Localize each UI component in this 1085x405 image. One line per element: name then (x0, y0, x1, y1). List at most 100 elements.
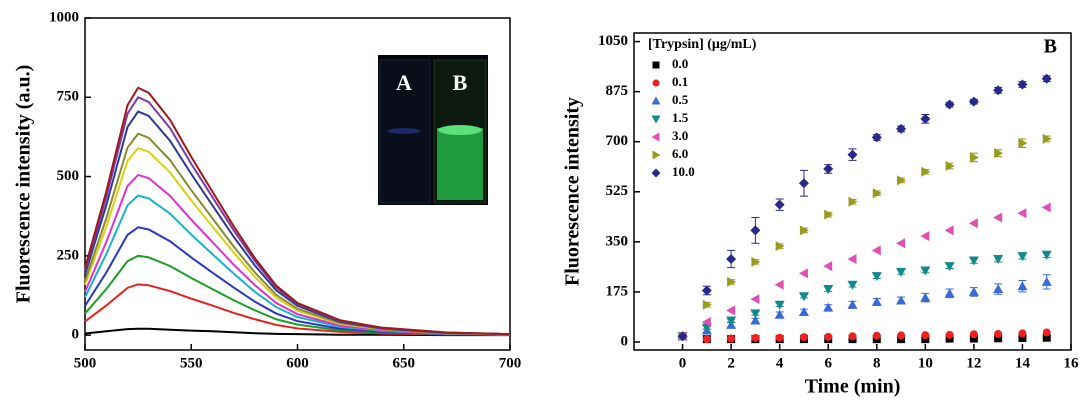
legend-label: 0.5 (672, 92, 689, 107)
marker (775, 333, 784, 342)
marker (726, 254, 737, 265)
marker (921, 331, 930, 340)
x-tick-label: 0 (679, 355, 687, 371)
y-tick-label: 1050 (598, 33, 628, 49)
marker (750, 294, 760, 305)
legend-label: 3.0 (672, 128, 688, 143)
marker (824, 332, 833, 341)
panel-label: B (1044, 36, 1057, 58)
legend-label: 0.1 (672, 74, 688, 89)
marker (751, 256, 761, 267)
x-tick-label: 550 (180, 355, 203, 371)
inset-photo: A B (378, 55, 488, 205)
x-tick-label: 14 (1015, 355, 1031, 371)
marker (993, 255, 1004, 265)
legend-label: 1.5 (672, 110, 689, 125)
legend-title: [Trypsin] (μg/mL) (648, 37, 757, 52)
legend-label: 10.0 (672, 164, 695, 179)
marker (847, 299, 858, 309)
x-tick-label: 650 (393, 355, 416, 371)
y-tick-label: 175 (606, 283, 629, 299)
marker (994, 334, 1003, 343)
marker (1018, 138, 1028, 149)
marker (871, 245, 881, 256)
marker (968, 96, 979, 107)
y-tick-label: 0 (72, 327, 80, 343)
marker (945, 161, 955, 172)
y-tick-label: 0 (621, 333, 629, 349)
marker (701, 316, 711, 327)
marker (1018, 329, 1027, 338)
marker (920, 231, 930, 242)
marker (798, 268, 808, 279)
x-tick-label: 10 (918, 355, 933, 371)
marker (798, 292, 809, 302)
marker (993, 85, 1004, 96)
y-tick-label: 875 (606, 83, 629, 99)
marker (896, 295, 907, 305)
marker (993, 284, 1004, 294)
marker (871, 296, 882, 306)
spectrum-line (84, 173, 511, 336)
marker (702, 299, 712, 310)
marker (1018, 333, 1027, 342)
marker (969, 334, 978, 343)
marker (944, 288, 955, 298)
marker (896, 123, 907, 134)
y-axis-label: Fluorescence intensity (562, 97, 584, 286)
x-tick-label: 4 (776, 355, 784, 371)
x-tick-label: 700 (499, 355, 522, 371)
marker (1042, 133, 1052, 144)
marker (920, 113, 931, 124)
marker (920, 292, 931, 302)
marker (651, 168, 661, 178)
marker (727, 334, 736, 343)
marker (896, 267, 907, 277)
marker (993, 212, 1003, 223)
x-tick-label: 500 (74, 355, 97, 371)
marker (944, 262, 955, 272)
x-axis-label: Time (min) (805, 376, 901, 398)
marker (774, 309, 785, 319)
marker (775, 241, 785, 252)
marker (1017, 208, 1027, 219)
marker (847, 254, 857, 265)
marker (968, 218, 978, 229)
marker (823, 261, 833, 272)
marker (799, 225, 809, 236)
marker (798, 178, 809, 189)
legend-label: 6.0 (672, 146, 688, 161)
marker (897, 331, 906, 340)
marker (897, 175, 907, 186)
marker (969, 330, 978, 339)
legend-label: 0.0 (672, 56, 688, 71)
y-axis-label: Fluorescence intensity (a.u.) (13, 65, 35, 304)
marker (848, 332, 857, 341)
marker (1042, 328, 1051, 337)
y-tick-label: 350 (606, 233, 629, 249)
marker (823, 163, 834, 174)
marker (921, 335, 930, 344)
x-tick-label: 12 (966, 355, 981, 371)
marker (871, 272, 882, 282)
spectrum-line (84, 254, 511, 336)
inset-label: B (453, 70, 468, 95)
marker (994, 148, 1004, 159)
marker (727, 276, 737, 287)
spectrum-line (84, 283, 511, 336)
green-solution (437, 128, 483, 200)
marker (677, 331, 688, 342)
marker (994, 329, 1003, 338)
plot-frame (84, 17, 511, 351)
x-tick-label: 600 (286, 355, 309, 371)
marker (651, 132, 660, 142)
marker (920, 266, 931, 276)
marker (871, 132, 882, 143)
marker (1042, 333, 1051, 342)
marker (652, 61, 660, 69)
marker (823, 302, 834, 312)
meniscus (438, 125, 482, 135)
marker (968, 286, 979, 296)
marker (1041, 276, 1052, 286)
plot-frame (633, 32, 1072, 351)
